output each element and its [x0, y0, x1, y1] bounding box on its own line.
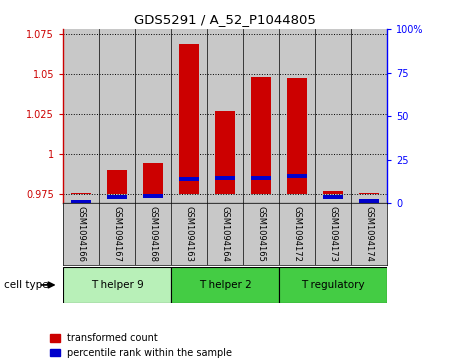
Bar: [251, 77, 271, 195]
Text: GSM1094173: GSM1094173: [328, 206, 338, 262]
Bar: [251, 176, 271, 180]
Bar: [63, 29, 99, 203]
Bar: [243, 29, 279, 203]
Bar: [179, 44, 199, 195]
Text: T regulatory: T regulatory: [301, 280, 365, 290]
Bar: [279, 29, 315, 203]
Bar: [143, 194, 163, 198]
FancyBboxPatch shape: [171, 267, 279, 303]
Text: GSM1094167: GSM1094167: [112, 206, 122, 262]
Text: GSM1094164: GSM1094164: [220, 206, 230, 262]
Bar: [107, 170, 127, 195]
Bar: [135, 29, 171, 203]
Bar: [315, 29, 351, 203]
Legend: transformed count, percentile rank within the sample: transformed count, percentile rank withi…: [50, 333, 232, 358]
FancyBboxPatch shape: [279, 267, 387, 303]
Bar: [71, 192, 91, 195]
Bar: [359, 199, 379, 203]
Bar: [287, 78, 307, 195]
Bar: [215, 176, 235, 180]
Text: cell type: cell type: [4, 280, 49, 290]
Bar: [359, 192, 379, 195]
Bar: [215, 111, 235, 195]
Bar: [287, 174, 307, 178]
Bar: [323, 195, 343, 199]
Bar: [71, 200, 91, 204]
Text: GSM1094165: GSM1094165: [256, 206, 266, 262]
Bar: [107, 195, 127, 199]
Text: GSM1094163: GSM1094163: [184, 206, 194, 262]
FancyBboxPatch shape: [63, 267, 171, 303]
Bar: [99, 29, 135, 203]
Bar: [171, 29, 207, 203]
Bar: [143, 163, 163, 195]
Bar: [323, 191, 343, 195]
Bar: [207, 29, 243, 203]
Text: T helper 9: T helper 9: [90, 280, 144, 290]
Bar: [179, 177, 199, 181]
Text: GSM1094172: GSM1094172: [292, 206, 302, 262]
Text: T helper 2: T helper 2: [198, 280, 252, 290]
Text: GSM1094166: GSM1094166: [76, 206, 86, 262]
Text: GSM1094174: GSM1094174: [364, 206, 373, 262]
Title: GDS5291 / A_52_P1044805: GDS5291 / A_52_P1044805: [134, 13, 316, 26]
Text: GSM1094168: GSM1094168: [148, 206, 157, 262]
Bar: [351, 29, 387, 203]
